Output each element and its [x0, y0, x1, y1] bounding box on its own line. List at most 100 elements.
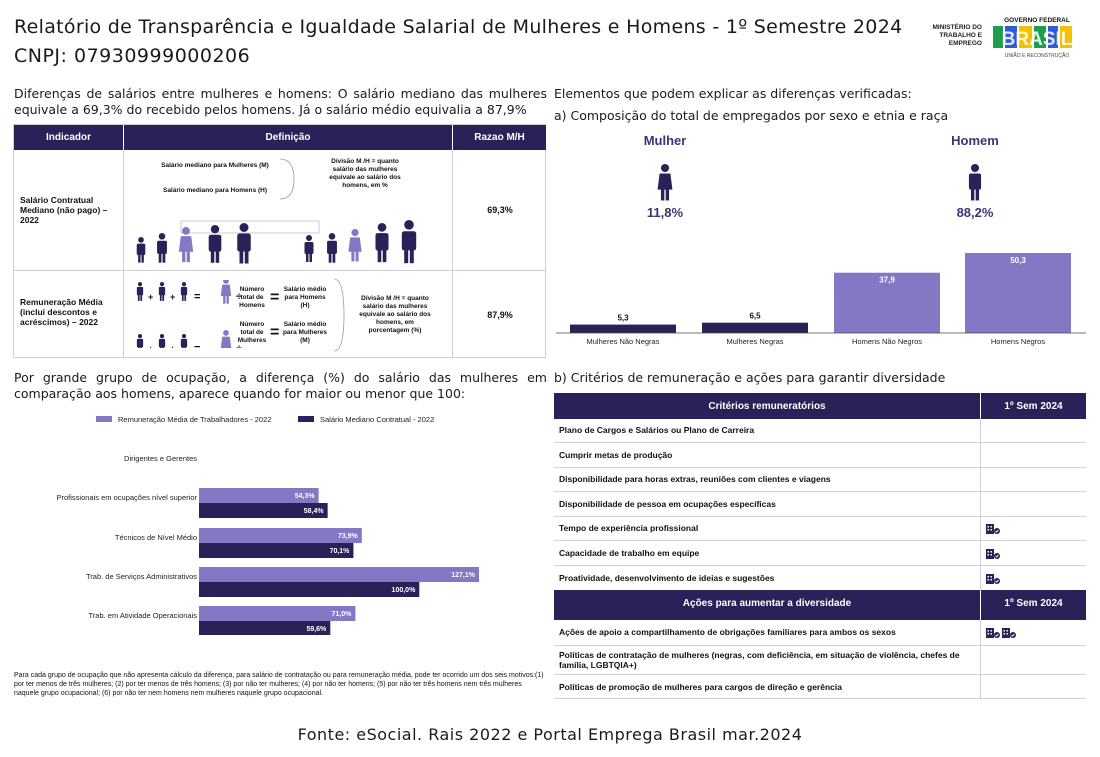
occupation-category-label: Dirigentes e Gerentes	[124, 454, 197, 463]
ministry-label: MINISTÉRIO DO TRABALHO E EMPREGO	[932, 24, 982, 47]
composition-bar-label: 6,5	[749, 312, 761, 321]
bracket-icon	[279, 158, 295, 200]
intro-right: Elementos que podem explicar as diferenç…	[554, 86, 912, 101]
avg-women-label: Salário médio para Mulheres (M)	[282, 321, 328, 344]
man-icon	[136, 237, 146, 263]
row2-label: Remuneração Média (inclui descontos e ac…	[20, 297, 103, 327]
svg-text:=: =	[194, 291, 200, 303]
svg-text:÷: ÷	[236, 291, 242, 303]
building-icon	[986, 524, 1000, 534]
composition-category-label: Mulheres Não Negras	[587, 337, 660, 346]
occupation-bar	[199, 606, 356, 621]
composition-bar-label: 37,9	[879, 276, 895, 285]
man-icon	[136, 334, 144, 348]
man-figure	[968, 164, 982, 201]
criteria-row-cell	[980, 541, 1086, 565]
criteria-row-label: Disponibilidade de pessoa em ocupações e…	[559, 499, 776, 509]
avg-men-label: Salário médio para Homens (H)	[283, 286, 327, 309]
criteria-row: Proatividade, desenvolvimento de ideias …	[554, 566, 1086, 591]
man-title: Homem	[951, 133, 999, 148]
occupation-category-label: Trab. de Serviços Administrativos	[86, 572, 197, 581]
woman-icon	[348, 229, 362, 262]
occupation-bar-label: 58,4%	[304, 508, 325, 515]
legend-label: Remuneração Média de Trabalhadores - 202…	[118, 415, 271, 424]
composition-bar-label: 5,3	[617, 314, 629, 323]
building-icon	[986, 549, 1000, 559]
man-icon	[208, 225, 222, 263]
composition-bar	[702, 322, 808, 333]
criteria-header: Critérios remuneratórios 1º Sem 2024	[554, 393, 1086, 419]
man-icon	[157, 233, 167, 263]
composition-bar-chart: 5,3 Mulheres Não Negras 6,5 Mulheres Negras…	[556, 253, 1086, 346]
occupation-bar	[199, 543, 354, 558]
man-pct: 88,2%	[956, 205, 994, 220]
gov-brand: BRASIL	[1002, 29, 1073, 50]
page-title: Relatório de Transparência e Igualdade S…	[14, 16, 903, 38]
gov-label: GOVERNO FEDERAL	[1004, 17, 1070, 24]
man-icon	[237, 223, 251, 264]
occupation-bar	[199, 528, 362, 543]
man-icon	[968, 164, 982, 201]
woman-icon	[220, 330, 232, 348]
composition-bar	[570, 324, 676, 333]
composition-bar	[834, 272, 940, 333]
criteria-row: Capacidade de trabalho em equipe	[554, 541, 1086, 566]
man-icon	[304, 235, 314, 262]
occupation-bar	[199, 567, 479, 582]
cnpj-label: CNPJ: 07930999000206	[14, 45, 251, 67]
criteria-row-cell	[980, 418, 1086, 442]
occupation-bar-label: 127,1%	[451, 572, 476, 579]
legend-label: Salário Mediano Contratual - 2022	[320, 415, 434, 424]
criteria-row-label: Plano de Cargos e Salários ou Plano de C…	[559, 425, 755, 435]
legend-swatch	[96, 416, 112, 422]
equals-sign: =	[270, 324, 280, 341]
criteria-row-cell	[980, 492, 1086, 516]
composition-category-label: Mulheres Negras	[726, 337, 783, 346]
footnote: Para cada grupo de ocupação que não apre…	[14, 672, 544, 697]
row1-value: 69,3%	[487, 205, 513, 215]
actions-header: Ações para aumentar a diversidade 1º Sem…	[554, 590, 1086, 620]
def-women-median: Salário mediano para Mulheres (M)	[161, 162, 269, 169]
row1-label: Salário Contratual Mediano (não pago) – …	[20, 195, 108, 225]
occupation-bar	[199, 621, 331, 635]
action-row-label: Políticas de contratação de mulheres (ne…	[559, 650, 960, 670]
woman-icon	[220, 280, 232, 304]
woman-icon	[178, 227, 194, 263]
man-icon	[327, 233, 337, 263]
gov-slogan: UNIÃO E RECONSTRUÇÃO	[1005, 52, 1070, 59]
building-icon	[1002, 628, 1016, 638]
legend-swatch	[298, 416, 314, 422]
criteria-row-label: Disponibilidade para horas extras, reuni…	[559, 474, 831, 484]
occupation-bar-label: 59,6%	[306, 626, 327, 633]
source-note: Fonte: eSocial. Rais 2022 e Portal Empre…	[297, 725, 803, 744]
criteria-row-cell	[980, 467, 1086, 491]
svg-text:+: +	[148, 292, 153, 302]
header-razao: Razao M/H	[453, 125, 546, 150]
criteria-row: Tempo de experiência profissional	[554, 516, 1086, 541]
occupation-category-label: Trab. em Atividade Operacionais	[88, 611, 197, 620]
building-icon	[986, 628, 1000, 638]
action-row-label: Políticas de promoção de mulheres para c…	[559, 682, 842, 692]
svg-text:÷: ÷	[236, 343, 242, 348]
criteria-row: Cumprir metas de produção	[554, 443, 1086, 468]
man-icon	[180, 282, 188, 301]
criteria-row-label: Tempo de experiência profissional	[559, 523, 699, 533]
composition-category-label: Homens Não Negros	[852, 337, 922, 346]
occupation-bar	[199, 503, 328, 518]
occupation-category-label: Técnicos de Nível Médio	[115, 533, 197, 542]
action-row: Ações de apoio a compartilhamento de obr…	[554, 620, 1086, 646]
actions-col-label: 1º Sem 2024	[980, 590, 1086, 620]
occupation-bar	[199, 488, 319, 503]
def-note-2: Divisão M /H = quanto salário das mulher…	[359, 295, 431, 334]
svg-text:+: +	[170, 292, 175, 302]
man-icon	[158, 334, 166, 348]
occupation-title: Por grande grupo de ocupação, a diferenç…	[14, 370, 547, 401]
actions-header-label: Ações para aumentar a diversidade	[682, 598, 852, 609]
man-icon	[158, 282, 166, 301]
occupation-bar-label: 70,1%	[330, 548, 351, 555]
action-row-cell	[980, 675, 1086, 698]
gov-brasil-logo: GOVERNO FEDERAL BRASIL UNIÃO E RECONSTRU…	[993, 17, 1073, 59]
criteria-row-cell	[980, 516, 1086, 540]
woman-title: Mulher	[643, 133, 687, 148]
man-icon	[375, 223, 389, 263]
